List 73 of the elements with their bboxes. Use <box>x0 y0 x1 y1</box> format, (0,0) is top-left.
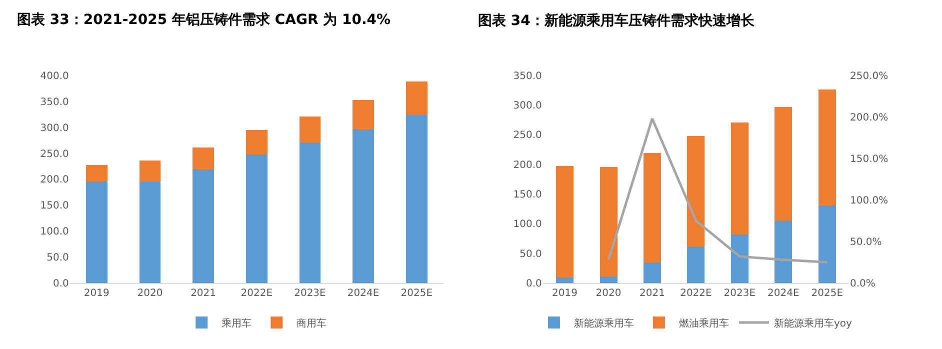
x-tick-label: 2024E <box>347 288 380 300</box>
bar <box>406 114 428 284</box>
y2-tick-label: 50.0% <box>850 237 882 248</box>
y-tick-label: 400.0 <box>40 70 69 82</box>
bar <box>774 220 792 284</box>
x-tick-label: 2023E <box>724 288 756 300</box>
y-tick-label: 100.0 <box>40 226 69 238</box>
bar <box>192 148 214 170</box>
x-tick-label: 2025E <box>400 288 433 300</box>
x-tick-label: 2021 <box>190 288 216 300</box>
y-tick-label: 350.0 <box>40 96 69 108</box>
y-tick-label: 250.0 <box>513 130 542 142</box>
legend-label: 燃油乘用车 <box>678 317 729 330</box>
bar <box>86 181 108 284</box>
x-tick-label: 2019 <box>84 288 110 300</box>
x-tick-label: 2020 <box>596 288 622 300</box>
bar <box>774 106 792 221</box>
y-tick-label: 250.0 <box>40 148 69 160</box>
bar <box>730 234 748 284</box>
y-tick-label: 100.0 <box>513 219 542 230</box>
x-tick-label: 2021 <box>640 288 665 300</box>
y-tick-label: 200.0 <box>513 160 542 171</box>
bar <box>730 122 748 234</box>
legend-label: 乘用车 <box>222 317 252 330</box>
y-tick-label: 300.0 <box>513 100 542 112</box>
x-tick-label: 2019 <box>552 288 578 300</box>
y2-tick-label: 200.0% <box>850 112 888 124</box>
x-tick-label: 2023E <box>294 288 326 300</box>
y-tick-label: 50.0 <box>46 252 69 264</box>
y-tick-label: 0.0 <box>526 278 542 290</box>
bar <box>600 276 618 284</box>
y-tick-label: 350.0 <box>513 70 542 82</box>
y-tick-label: 0.0 <box>53 278 69 290</box>
y-tick-label: 200.0 <box>40 174 69 186</box>
line-series <box>607 117 828 264</box>
y-tick-label: 150.0 <box>513 190 542 201</box>
bar <box>246 130 268 154</box>
x-tick-label: 2022E <box>240 288 273 300</box>
x-tick-label: 2022E <box>680 288 712 300</box>
bar <box>86 165 108 182</box>
bar <box>299 116 321 142</box>
bar <box>818 205 836 284</box>
y2-tick-label: 150.0% <box>850 154 888 165</box>
y-tick-label: 300.0 <box>40 122 69 134</box>
y-tick-label: 50.0 <box>520 248 542 260</box>
bar <box>352 100 374 130</box>
legend-label: 新能源乘用车yoy <box>774 317 852 330</box>
legend-label: 新能源乘用车 <box>574 317 634 330</box>
bar <box>556 278 574 284</box>
bar <box>139 182 161 284</box>
bar <box>192 169 214 284</box>
chart-title: 图表 33：2021-2025 年铝压铸件需求 CAGR 为 10.4% <box>17 12 391 28</box>
bar <box>643 153 661 262</box>
bar <box>246 154 268 284</box>
bar <box>556 166 574 278</box>
x-tick-label: 2024E <box>768 288 800 300</box>
bar <box>299 142 321 284</box>
x-tick-label: 2025E <box>811 288 844 300</box>
chart-title: 图表 34：新能源乘用车压铸件需求快速增长 <box>478 12 756 29</box>
y2-tick-label: 100.0% <box>850 195 888 206</box>
y-tick-label: 150.0 <box>40 200 69 212</box>
bar <box>818 90 836 206</box>
bar <box>687 246 705 284</box>
y2-tick-label: 0.0% <box>850 278 876 290</box>
bar <box>139 160 161 182</box>
legend-label: 商用车 <box>296 317 327 330</box>
bar <box>687 136 705 246</box>
x-tick-label: 2020 <box>137 288 163 300</box>
bar <box>352 129 374 284</box>
bar <box>406 82 428 115</box>
bar <box>643 262 661 284</box>
y2-tick-label: 250.0% <box>850 70 888 82</box>
bar <box>600 166 618 277</box>
